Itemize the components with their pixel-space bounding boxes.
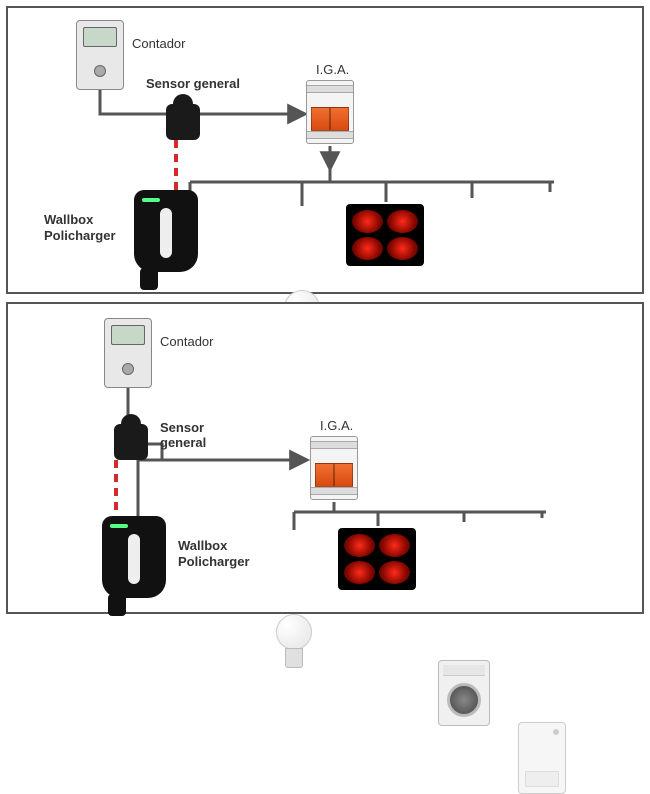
diagram-panel-top: Contador Sensor general I.G.A. Wallbox P… (6, 6, 644, 294)
iga-label: I.G.A. (316, 62, 349, 77)
sensor-label-line2: general (160, 435, 206, 450)
lightbulb-icon (276, 614, 312, 668)
wallbox-label-2: Policharger (178, 554, 250, 569)
sensor-label-line1: Sensor (160, 420, 204, 435)
washer-icon (438, 660, 490, 726)
cooktop-icon (338, 528, 416, 590)
wallbox-label-2: Policharger (44, 228, 116, 243)
iga-breaker-icon (306, 80, 354, 144)
meter-icon (104, 318, 152, 388)
sensor-icon (114, 424, 148, 460)
sensor-icon (166, 104, 200, 140)
iga-breaker-icon (310, 436, 358, 500)
diagram-panel-bottom: Contador Sensor general I.G.A. Wallbox P… (6, 302, 644, 614)
meter-label: Contador (160, 334, 213, 349)
boiler-icon (518, 722, 566, 794)
sensor-label: Sensor general (146, 76, 240, 91)
cooktop-icon (346, 204, 424, 266)
wallbox-icon (134, 190, 198, 272)
meter-label: Contador (132, 36, 185, 51)
iga-label: I.G.A. (320, 418, 353, 433)
meter-icon (76, 20, 124, 90)
wallbox-label-1: Wallbox (44, 212, 93, 227)
wallbox-icon (102, 516, 166, 598)
wallbox-label-1: Wallbox (178, 538, 227, 553)
